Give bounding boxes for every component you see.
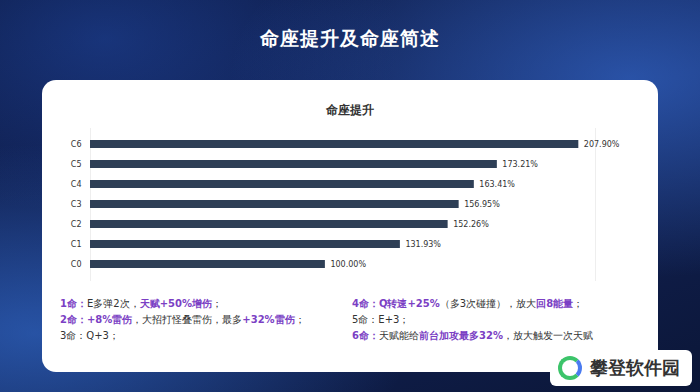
svg-text:163.41%: 163.41% (479, 180, 515, 189)
svg-text:131.93%: 131.93% (405, 240, 441, 249)
html-text:3命：Q+3；: 3命：Q+3； (60, 330, 119, 341)
html-text:6命：天赋能给前台加攻最多32%，放大触发一次天赋: 6命：天赋能给前台加攻最多32%，放大触发一次天赋 (352, 330, 593, 341)
html-text:命座提升: 命座提升 (326, 103, 374, 117)
svg-text:C0: C0 (71, 260, 82, 269)
svg-text:156.95%: 156.95% (464, 200, 500, 209)
svg-text:100.00%: 100.00% (330, 260, 366, 269)
html-text:2命：+8%雷伤，大招打怪叠雷伤，最多+32%雷伤；: 2命：+8%雷伤，大招打怪叠雷伤，最多+32%雷伤； (60, 314, 305, 325)
svg-text:207.90%: 207.90% (584, 140, 620, 149)
svg-text:C2: C2 (71, 220, 82, 229)
html-text:命座提升及命座简述: 命座提升及命座简述 (260, 27, 440, 49)
svg-text:173.21%: 173.21% (502, 160, 538, 169)
html-text:5命：E+3；: 5命：E+3； (352, 314, 410, 325)
svg-text:C5: C5 (71, 160, 82, 169)
svg-text:C6: C6 (71, 140, 82, 149)
html-text:4命：Q转速+25%（多3次碰撞），放大回8能量；: 4命：Q转速+25%（多3次碰撞），放大回8能量； (352, 298, 584, 309)
html-text:1命：E多弹2次，天赋+50%增伤；: 1命：E多弹2次，天赋+50%增伤； (60, 298, 222, 309)
svg-text:C3: C3 (71, 200, 82, 209)
html-text:攀登软件园: 攀登软件园 (590, 357, 680, 378)
svg-text:152.26%: 152.26% (453, 220, 489, 229)
svg-text:C1: C1 (71, 240, 82, 249)
svg-text:C4: C4 (71, 180, 82, 189)
